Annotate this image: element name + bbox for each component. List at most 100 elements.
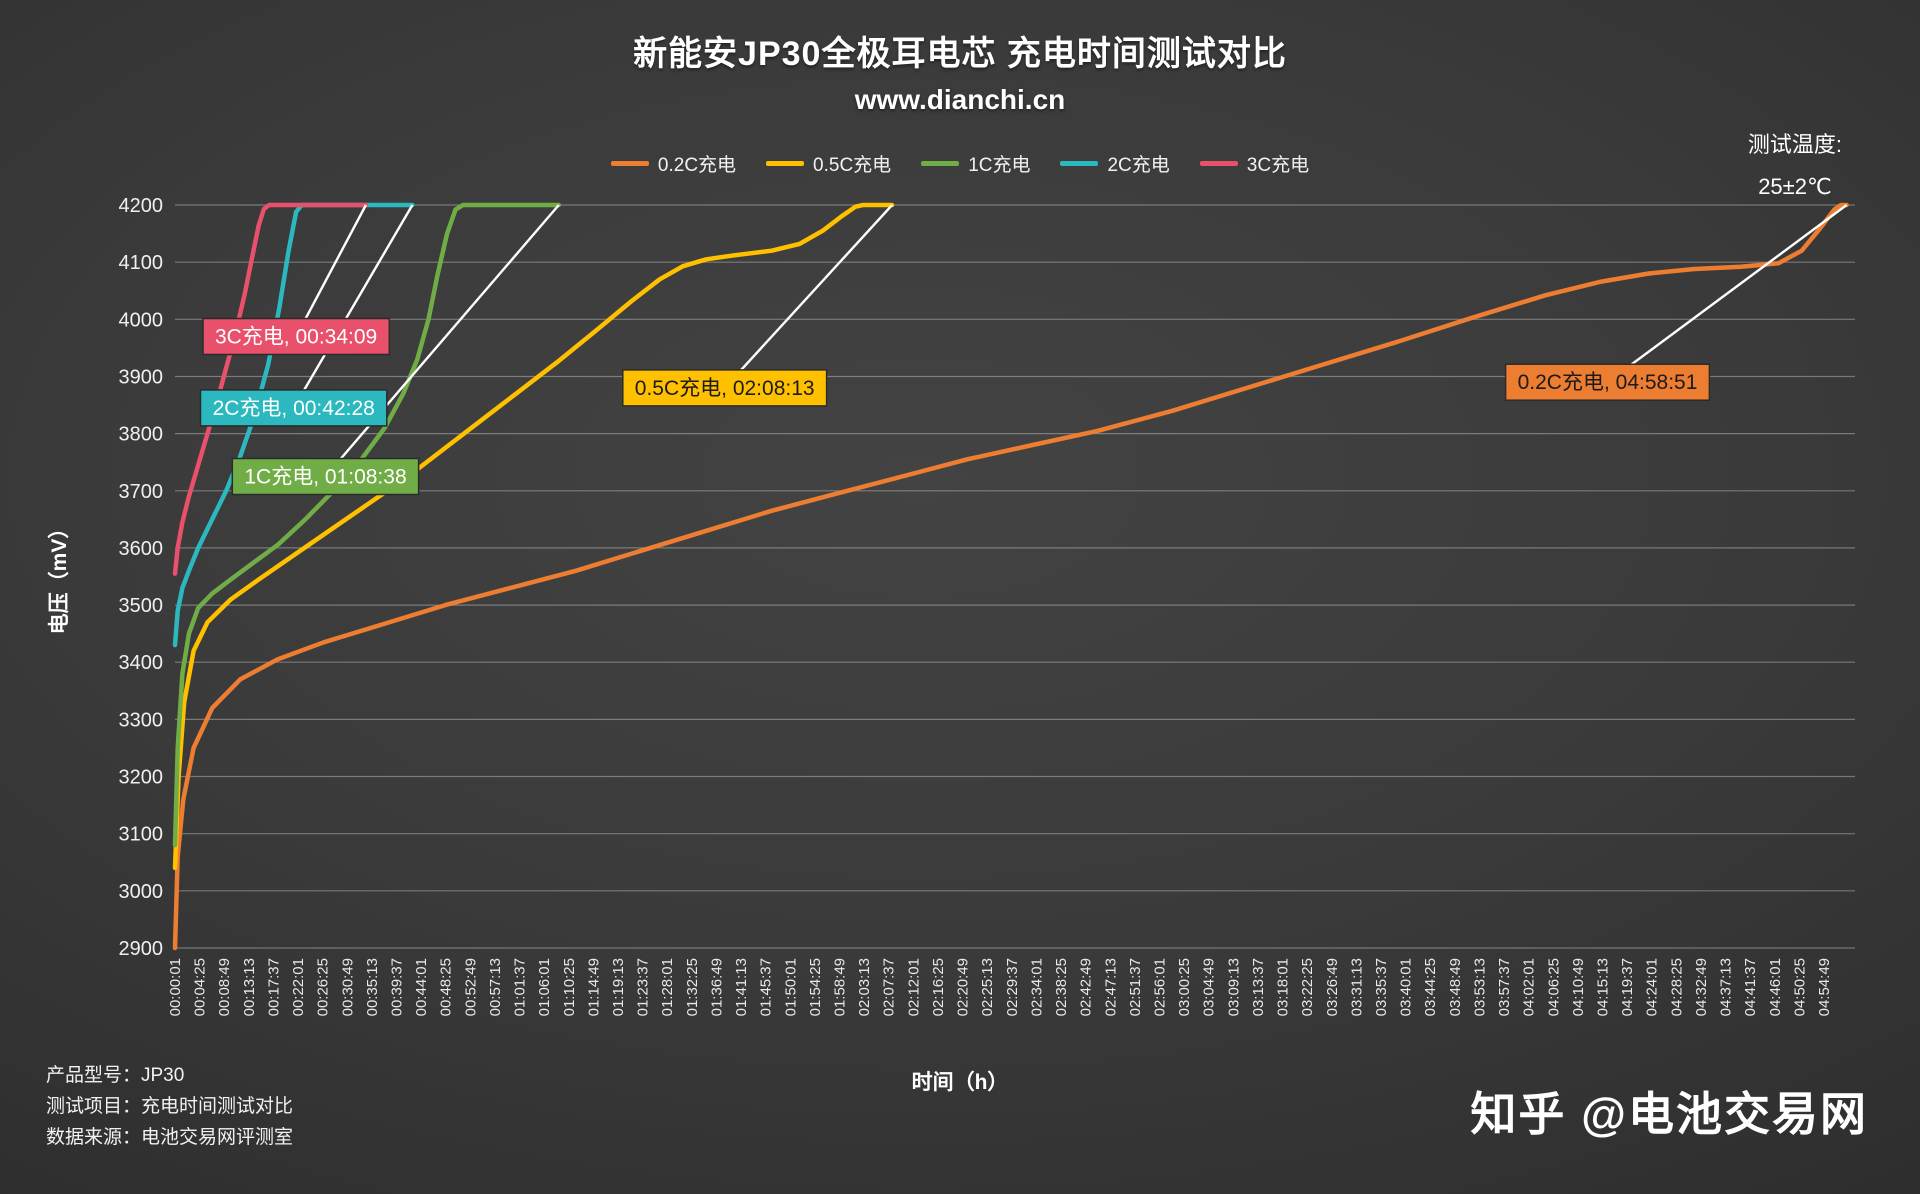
x-tick-label: 00:13:13 — [241, 958, 258, 1016]
x-tick-label: 00:30:49 — [339, 958, 356, 1016]
x-tick-label: 04:46:01 — [1767, 958, 1784, 1016]
y-tick-label: 3700 — [119, 481, 164, 503]
x-tick-label: 01:28:01 — [659, 958, 676, 1016]
legend-swatch-0.2C — [610, 161, 649, 166]
x-tick-label: 03:00:25 — [1176, 958, 1193, 1016]
x-tick-label: 00:35:13 — [364, 958, 381, 1016]
x-tick-label: 01:36:49 — [709, 958, 726, 1016]
test-item: 测试项目：充电时间测试对比 — [46, 1096, 294, 1117]
x-tick-label: 01:41:13 — [733, 958, 750, 1016]
x-tick-label: 01:01:37 — [512, 958, 529, 1016]
x-tick-label: 00:00:01 — [167, 958, 184, 1016]
legend-label-2C: 2C充电 — [1107, 155, 1170, 176]
series-line-0.2C — [172, 202, 1849, 951]
data-label-text-1C: 1C充电, 01:08:38 — [244, 466, 406, 489]
x-tick-label: 02:51:37 — [1127, 958, 1144, 1016]
x-tick-label: 03:44:25 — [1422, 958, 1439, 1016]
data-label-callout-3C — [295, 204, 367, 338]
data-label-callout-1C — [324, 204, 560, 478]
legend-label-3C: 3C充电 — [1246, 155, 1310, 176]
x-tick-label: 03:57:37 — [1496, 958, 1513, 1016]
x-tick-label: 02:16:25 — [930, 958, 947, 1016]
y-tick-label: 3500 — [119, 595, 164, 617]
legend-swatch-3C — [1199, 161, 1238, 166]
y-tick-label: 2900 — [119, 938, 164, 960]
temperature-note-line1: 测试温度: — [1747, 132, 1842, 157]
data-source: 数据来源：电池交易网评测室 — [46, 1127, 294, 1148]
chart-subtitle: www.dianchi.cn — [854, 84, 1066, 115]
x-tick-label: 00:44:01 — [413, 958, 430, 1016]
x-tick-label: 04:41:37 — [1742, 958, 1759, 1016]
x-tick-label: 03:18:01 — [1275, 958, 1292, 1016]
x-tick-label: 04:19:37 — [1619, 958, 1636, 1016]
legend-swatch-2C — [1060, 161, 1099, 166]
x-tick-label: 04:24:01 — [1644, 958, 1661, 1016]
legend-item-1C: 1C充电 — [921, 150, 1030, 177]
x-tick-label: 03:35:37 — [1373, 958, 1390, 1016]
x-tick-label: 02:38:25 — [1053, 958, 1070, 1016]
y-tick-label: 4000 — [119, 309, 164, 331]
y-tick-label: 4100 — [119, 252, 164, 274]
series-line-0.5C — [172, 202, 895, 871]
data-label-callout-0.2C — [1606, 204, 1848, 384]
data-label-text-3C: 3C充电, 00:34:09 — [215, 326, 377, 349]
x-tick-label: 02:12:01 — [905, 958, 922, 1016]
x-tick-label: 03:31:13 — [1348, 958, 1365, 1016]
x-tick-label: 02:20:49 — [955, 958, 972, 1016]
data-label-text-2C: 2C充电, 00:42:28 — [213, 397, 375, 420]
x-tick-label: 02:47:13 — [1102, 958, 1119, 1016]
x-tick-label: 01:50:01 — [782, 958, 799, 1016]
x-tick-label: 00:52:49 — [462, 958, 479, 1016]
series-line-3C — [172, 202, 369, 576]
legend: 0.2C充电 0.5C充电 1C充电 2C充电 3C充电 — [0, 150, 1920, 177]
x-tick-label: 03:04:49 — [1201, 958, 1218, 1016]
x-tick-label: 03:26:49 — [1324, 958, 1341, 1016]
y-tick-label: 4200 — [119, 195, 164, 217]
x-tick-label: 01:45:37 — [758, 958, 775, 1016]
footer-info: 产品型号：JP30 测试项目：充电时间测试对比 数据来源：电池交易网评测室 — [46, 1060, 293, 1153]
y-tick-label: 3600 — [119, 538, 164, 560]
x-tick-label: 01:19:13 — [610, 958, 627, 1016]
x-tick-label: 04:37:13 — [1718, 958, 1735, 1016]
x-tick-label: 01:54:25 — [807, 958, 824, 1016]
x-tick-label: 00:57:13 — [487, 958, 504, 1016]
x-tick-label: 03:09:13 — [1225, 958, 1242, 1016]
data-label-callout-0.5C — [723, 204, 893, 389]
data-label-box-2C — [199, 389, 388, 427]
x-tick-label: 03:13:37 — [1250, 958, 1267, 1016]
x-tick-label: 04:32:49 — [1693, 958, 1710, 1016]
x-tick-label: 00:08:49 — [216, 958, 233, 1016]
y-tick-label: 3900 — [119, 367, 164, 389]
data-label-callout-2C — [292, 204, 414, 409]
legend-item-0.5C: 0.5C充电 — [766, 150, 891, 177]
legend-item-3C: 3C充电 — [1199, 150, 1310, 177]
legend-label-0.2C: 0.2C充电 — [657, 155, 737, 176]
chart-title: 新能安JP30全极耳电芯 充电时间测试对比 — [633, 35, 1287, 73]
legend-swatch-0.5C — [766, 161, 805, 166]
x-tick-label: 04:50:25 — [1791, 958, 1808, 1016]
x-tick-label: 00:48:25 — [438, 958, 455, 1016]
data-label-text-0.5C: 0.5C充电, 02:08:13 — [635, 377, 815, 400]
x-tick-label: 02:56:01 — [1152, 958, 1169, 1016]
series-line-1C — [172, 202, 562, 848]
data-label-box-1C — [231, 457, 420, 496]
x-tick-label: 02:25:13 — [979, 958, 996, 1016]
x-tick-label: 04:02:01 — [1521, 958, 1538, 1016]
y-tick-label: 3000 — [119, 881, 164, 903]
x-tick-label: 03:40:01 — [1398, 958, 1415, 1016]
x-tick-label: 00:22:01 — [290, 958, 307, 1016]
x-tick-label: 02:34:01 — [1028, 958, 1045, 1016]
legend-item-2C: 2C充电 — [1060, 150, 1170, 177]
y-tick-label: 3100 — [119, 824, 164, 846]
y-tick-label: 3200 — [119, 767, 164, 789]
x-tick-label: 03:53:13 — [1471, 958, 1488, 1016]
product-model: 产品型号：JP30 — [46, 1065, 185, 1086]
watermark: 知乎 @电池交易网 — [1470, 1088, 1868, 1140]
y-tick-label: 3400 — [119, 652, 164, 674]
x-tick-label: 01:14:49 — [585, 958, 602, 1016]
x-tick-label: 04:15:13 — [1595, 958, 1612, 1016]
x-axis-title: 时间（h） — [911, 1071, 1009, 1094]
x-tick-label: 02:42:49 — [1078, 958, 1095, 1016]
